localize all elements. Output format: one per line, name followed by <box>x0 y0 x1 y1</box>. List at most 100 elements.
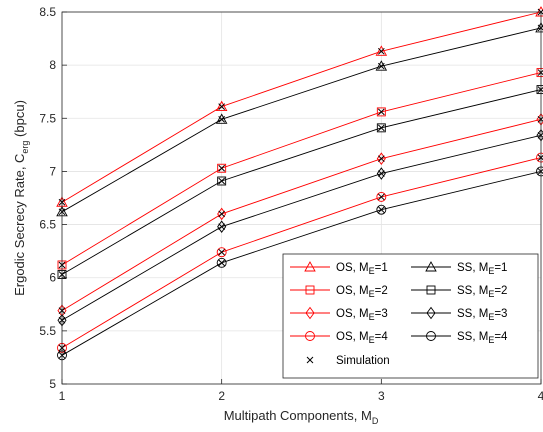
simulation-point-stroke <box>218 103 226 110</box>
series-line <box>61 157 542 349</box>
simulation-point-stroke <box>218 115 226 123</box>
legend-entry: SS, ME=2 <box>411 285 507 299</box>
series-layer <box>56 6 543 361</box>
legend-entry: OS, ME=3 <box>290 306 388 322</box>
y-tick-label: 6.5 <box>39 218 56 232</box>
y-tick-label: 8 <box>49 58 56 72</box>
data-point <box>216 257 227 268</box>
simulation-point-stroke <box>377 124 385 132</box>
series-line <box>61 118 542 312</box>
legend-label: SS, ME=4 <box>457 331 508 345</box>
x-axis-label: Multipath Components, MD <box>224 408 379 426</box>
data-point <box>376 191 387 202</box>
data-point <box>217 163 227 173</box>
simulation-point <box>377 155 385 163</box>
legend: OS, ME=1 OS, ME=2 OS, ME=3 OS, ME=4 SS, ME=1… <box>282 253 539 379</box>
x-tick-label: 1 <box>59 389 66 403</box>
data-point <box>376 167 386 180</box>
simulation-point-stroke <box>377 47 385 55</box>
simulation-point <box>377 170 385 177</box>
simulation-point <box>218 164 226 172</box>
simulation-point <box>377 193 385 201</box>
legend-label: SS, ME=1 <box>457 262 507 276</box>
legend-marker <box>426 285 436 295</box>
simulation-point <box>377 62 385 70</box>
simulation-point-stroke <box>377 155 385 163</box>
data-point <box>217 176 227 186</box>
legend-marker <box>305 285 315 295</box>
y-tick-label: 5.5 <box>39 324 56 338</box>
data-point <box>217 220 227 233</box>
legend-marker <box>305 306 315 320</box>
legend-label: OS, ME=2 <box>336 285 388 299</box>
data-point <box>376 204 387 215</box>
simulation-point <box>218 115 226 123</box>
series-6 <box>57 85 543 279</box>
legend-marker <box>305 331 315 341</box>
data-point <box>376 107 386 117</box>
series-line <box>61 134 542 321</box>
x-tick-label: 4 <box>538 389 543 403</box>
plot-frame <box>61 11 542 385</box>
simulation-point <box>218 210 226 218</box>
y-axis-label: Ergodic Secrecy Rate, Cerg (bpcu) <box>12 100 30 296</box>
simulation-point <box>218 259 226 267</box>
legend-marker <box>426 331 436 341</box>
simulation-point <box>377 47 385 55</box>
simulation-point-stroke <box>218 177 226 185</box>
ticks: 1 2 3 4 5 5.5 6 6.5 7 7.5 8 8.5 <box>39 5 543 403</box>
data-point <box>215 100 228 112</box>
legend-label: OS, ME=3 <box>336 308 388 322</box>
series-line <box>61 27 542 213</box>
y-tick-label: 7.5 <box>39 111 56 125</box>
simulation-point <box>218 223 226 231</box>
legend-entry: SS, ME=1 <box>411 261 507 276</box>
simulation-point-stroke <box>377 62 385 70</box>
data-point <box>217 207 227 221</box>
simulation-point-stroke <box>377 108 385 116</box>
simulation-point <box>377 206 385 214</box>
series-line <box>61 11 542 203</box>
x-tick-label: 3 <box>378 389 385 403</box>
legend-marker <box>306 356 314 364</box>
legend-marker-stroke <box>306 356 314 364</box>
legend-label: SS, ME=2 <box>457 285 507 299</box>
legend-label: OS, ME=1 <box>336 262 388 276</box>
simulation-point-stroke <box>377 193 385 201</box>
y-tick-label: 5 <box>49 377 56 391</box>
series-line <box>61 89 542 275</box>
simulation-point-stroke <box>218 223 226 231</box>
simulation-point-stroke <box>218 164 226 172</box>
legend-marker <box>425 261 437 272</box>
y-tick-label: 7 <box>49 164 56 178</box>
y-tick-label: 8.5 <box>39 5 56 19</box>
legend-box <box>282 253 539 379</box>
legend-marker <box>426 306 436 320</box>
series-line <box>61 170 542 356</box>
legend-label: Simulation <box>336 355 390 367</box>
simulation-point <box>377 108 385 116</box>
simulation-point <box>218 248 226 256</box>
legend-label: OS, ME=4 <box>336 331 388 345</box>
legend-marker <box>304 261 316 272</box>
simulation-point-stroke <box>377 206 385 214</box>
series-line <box>61 72 542 266</box>
legend-entry: SS, ME=4 <box>411 331 508 345</box>
data-point <box>376 152 386 165</box>
legend-label: SS, ME=3 <box>457 308 507 322</box>
legend-entry-simulation: Simulation <box>306 355 390 367</box>
grid <box>61 11 542 385</box>
simulation-point-stroke <box>218 210 226 218</box>
simulation-point <box>218 103 226 110</box>
x-tick-label: 2 <box>218 389 225 403</box>
legend-entry: SS, ME=3 <box>411 306 507 322</box>
simulation-point-stroke <box>377 170 385 177</box>
simulation-point <box>377 124 385 132</box>
data-point <box>375 45 388 56</box>
legend-entry: OS, ME=4 <box>290 331 388 345</box>
legend-entry: OS, ME=2 <box>290 285 388 299</box>
data-point <box>215 113 228 124</box>
simulation-point-stroke <box>218 259 226 267</box>
simulation-point-stroke <box>218 248 226 256</box>
